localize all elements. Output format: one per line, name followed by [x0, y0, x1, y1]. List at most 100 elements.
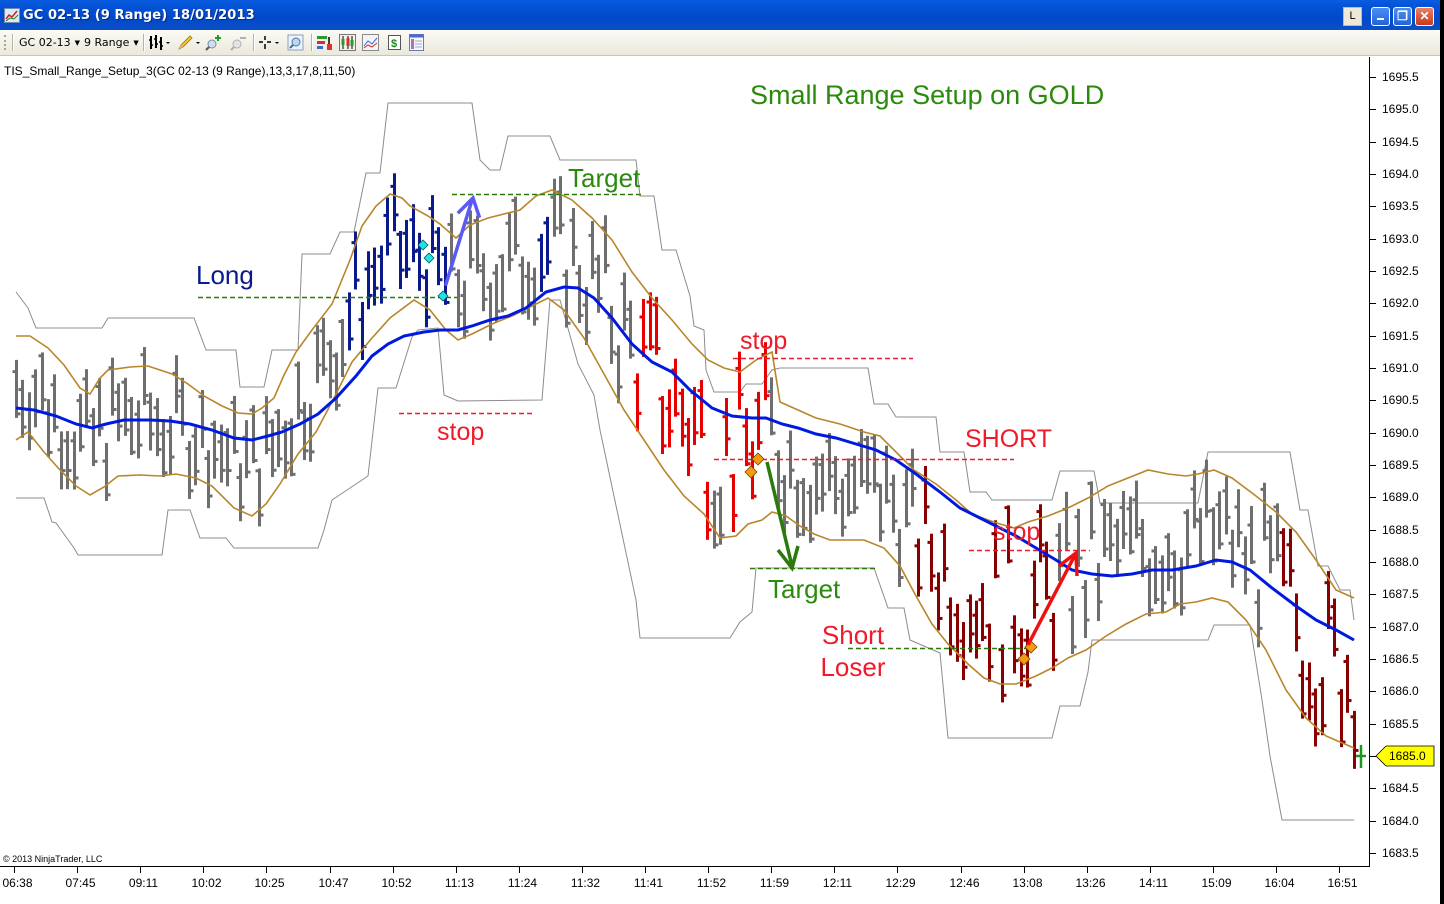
last-price-label: 1685.0	[1389, 749, 1426, 763]
interval-dropdown[interactable]: 9 Range ▼	[84, 36, 139, 49]
chevron-down-icon: ▼	[133, 39, 139, 47]
price-bars	[12, 173, 1359, 769]
price-tick-label: 1695.5	[1382, 69, 1419, 84]
close-button[interactable]: ✕	[1415, 7, 1434, 26]
instrument-label: GC 02-13	[19, 36, 71, 49]
price-tick-label: 1687.5	[1382, 586, 1419, 601]
price-tick-label: 1684.5	[1382, 780, 1419, 795]
restore-icon: ❐	[1397, 9, 1408, 23]
chart-app-icon	[4, 8, 20, 23]
zoom-in-icon[interactable]	[205, 34, 223, 51]
y-axis-ticks	[1370, 77, 1376, 854]
upper-band-line	[16, 189, 1355, 599]
properties-magnifier-icon[interactable]	[287, 34, 305, 51]
lower-band-line	[15, 297, 1355, 749]
time-tick-label: 11:24	[507, 876, 538, 890]
link-button[interactable]: L	[1343, 7, 1362, 26]
price-tick-label: 1686.5	[1382, 651, 1419, 666]
copyright-text: © 2013 NinjaTrader, LLC	[3, 854, 103, 864]
time-tick-label: 11:32	[570, 876, 601, 890]
long-annotation: Long	[196, 260, 254, 290]
window-title-bar: GC 02-13 (9 Range) 18/01/2013 L ❐ ✕	[0, 0, 1444, 30]
price-tick-label: 1685.5	[1382, 716, 1419, 731]
time-tick-label: 10:47	[318, 876, 349, 890]
price-tick-label: 1688.0	[1382, 554, 1419, 569]
price-tick-label: 1694.0	[1382, 166, 1419, 181]
price-tick-label: 1683.5	[1382, 845, 1419, 860]
short-target-annotation: Target	[768, 574, 841, 604]
short-loser-arrow-icon	[1026, 549, 1079, 646]
long-stop-annotation: stop	[437, 418, 485, 446]
time-tick-label: 12:11	[822, 876, 853, 890]
time-tick-label: 09:11	[128, 876, 159, 890]
price-tick-label: 1692.5	[1382, 263, 1419, 278]
instrument-dropdown[interactable]: GC 02-13 ▼	[19, 36, 80, 49]
toolbar-separator	[143, 34, 145, 51]
channel-high-line	[15, 102, 1355, 621]
price-tick-label: 1691.5	[1382, 328, 1419, 343]
price-tick-label: 1687.0	[1382, 619, 1419, 634]
time-tick-label: 06:38	[2, 876, 33, 890]
time-tick-label: 13:26	[1075, 876, 1106, 890]
time-tick-label: 15:09	[1201, 876, 1232, 890]
zoom-out-icon[interactable]	[230, 34, 248, 51]
minimize-icon	[1377, 18, 1384, 20]
close-icon: ✕	[1419, 9, 1430, 23]
window-title: GC 02-13 (9 Range) 18/01/2013	[23, 8, 255, 23]
last-price-marker	[1356, 745, 1435, 768]
price-tick-label: 1690.0	[1382, 425, 1419, 440]
short-signal-diamonds	[744, 452, 1038, 666]
time-tick-label: 11:13	[444, 876, 475, 890]
toolbar-grip[interactable]	[4, 35, 8, 50]
price-tick-label: 1689.5	[1382, 457, 1419, 472]
price-tick-label: 1693.0	[1382, 231, 1419, 246]
toolbar-separator	[253, 34, 255, 51]
drawing-pencil-icon[interactable]	[177, 34, 200, 51]
channel-low-line	[16, 299, 1354, 821]
price-tick-label: 1694.5	[1382, 134, 1419, 149]
time-tick-label: 11:41	[633, 876, 664, 890]
crosshair-icon[interactable]	[258, 34, 279, 51]
data-box-icon[interactable]	[408, 34, 426, 51]
indicators-icon[interactable]	[316, 34, 334, 51]
time-tick-label: 10:52	[381, 876, 412, 890]
chart-toolbar: GC 02-13 ▼ 9 Range ▼ $	[0, 30, 1440, 56]
long-target-annotation: Target	[568, 163, 641, 193]
svg-text:$: $	[391, 38, 397, 50]
chevron-down-icon: ▼	[74, 39, 81, 47]
strategies-icon[interactable]	[339, 34, 357, 51]
price-tick-label: 1690.5	[1382, 392, 1419, 407]
long-signal-diamonds	[417, 239, 449, 302]
time-tick-label: 16:51	[1327, 876, 1358, 890]
time-tick-label: 07:45	[65, 876, 96, 890]
time-tick-label: 16:04	[1264, 876, 1295, 890]
dollar-icon[interactable]: $	[386, 34, 404, 51]
price-tick-label: 1688.5	[1382, 522, 1419, 537]
chart-title: Small Range Setup on GOLD	[750, 80, 1105, 110]
interval-label: 9 Range	[84, 36, 130, 49]
price-tick-label: 1695.0	[1382, 101, 1419, 116]
time-tick-label: 12:29	[885, 876, 916, 890]
short-annotation: SHORT	[965, 425, 1053, 453]
time-tick-label: 11:52	[696, 876, 727, 890]
long-arrow-icon	[443, 194, 482, 287]
minimize-button[interactable]	[1371, 7, 1390, 26]
price-tick-label: 1689.0	[1382, 489, 1419, 504]
toolbar-separator	[12, 34, 14, 51]
time-tick-label: 13:08	[1012, 876, 1043, 890]
x-axis-ticks	[14, 867, 1340, 873]
price-tick-label: 1686.0	[1382, 683, 1419, 698]
price-tick-label: 1693.5	[1382, 198, 1419, 213]
short-stop-annotation: stop	[740, 327, 788, 355]
window-border	[1440, 0, 1444, 904]
time-tick-label: 14:11	[1138, 876, 1169, 890]
short-loser-annotation: Short Loser	[820, 620, 886, 682]
time-tick-label: 12:46	[949, 876, 980, 890]
time-tick-label: 10:25	[254, 876, 285, 890]
bar-style-icon[interactable]	[148, 34, 170, 51]
moving-average-line	[15, 285, 1355, 642]
chart-trader-icon[interactable]	[362, 34, 380, 51]
short-target-arrow-icon	[765, 461, 800, 572]
restore-button[interactable]: ❐	[1393, 7, 1412, 26]
